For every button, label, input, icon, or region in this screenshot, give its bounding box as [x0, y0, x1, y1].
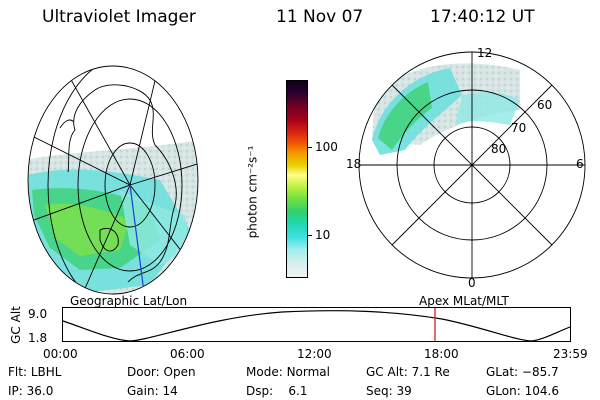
- info-dsp: Dsp: 6.1: [246, 384, 308, 398]
- colorbar-tick-10: [307, 235, 312, 236]
- mlt-label-12: 12: [477, 46, 493, 60]
- info-glon: GLon: 104.6: [486, 384, 559, 398]
- apex-caption: Apex MLat/MLT: [419, 294, 509, 308]
- intensity-colorbar: [286, 80, 308, 278]
- info-seq: Seq: 39: [366, 384, 412, 398]
- info-gain: Gain: 14: [127, 384, 178, 398]
- altitude-plot: [62, 307, 571, 342]
- mlat-label-60: 60: [537, 98, 553, 112]
- mlat-label-70: 70: [511, 121, 527, 135]
- altitude-curve: [62, 310, 571, 342]
- geographic-caption: Geographic Lat/Lon: [70, 294, 188, 308]
- info-gc-alt: GC Alt: 7.1 Re: [366, 365, 450, 379]
- geographic-image: [28, 66, 198, 294]
- observation-time: 17:40:12 UT: [430, 7, 535, 27]
- glat-value: −85.7: [521, 365, 559, 379]
- ip-value: 36.0: [26, 384, 54, 398]
- apex-grid: [358, 51, 586, 279]
- instrument-title: Ultraviolet Imager: [42, 7, 196, 27]
- mlt-label-0: 0: [468, 276, 476, 290]
- glon-value: 104.6: [524, 384, 559, 398]
- time-tick-2359: 23:59: [553, 347, 588, 361]
- seq-value: 39: [396, 384, 412, 398]
- info-glat: GLat: −85.7: [486, 365, 559, 379]
- dsp-value: 6.1: [288, 384, 308, 398]
- altitude-ytick-max: 9.0: [28, 307, 48, 321]
- time-tick-0600: 06:00: [170, 347, 205, 361]
- filter-value: LBHL: [30, 365, 62, 379]
- observation-date: 11 Nov 07: [276, 7, 364, 27]
- mlat-label-80: 80: [491, 142, 507, 156]
- time-tick-1800: 18:00: [424, 347, 459, 361]
- altitude-ytick-min: 1.8: [28, 331, 48, 345]
- info-mode: Mode: Normal: [246, 365, 330, 379]
- time-tick-0000: 00:00: [43, 347, 78, 361]
- gc-alt-value: 7.1 Re: [411, 365, 450, 379]
- time-tick-1200: 12:00: [297, 347, 332, 361]
- colorbar-label-100: 100: [315, 140, 338, 154]
- door-value: Open: [163, 365, 196, 379]
- mode-value: Normal: [286, 365, 330, 379]
- altitude-ylabel: GC Alt: [8, 306, 23, 344]
- mlt-label-6: 6: [576, 157, 584, 171]
- coastline-outline: [59, 84, 177, 283]
- colorbar-label-10: 10: [315, 228, 331, 242]
- colorbar-unit-label: photon cm⁻²s⁻¹: [245, 145, 260, 239]
- info-door: Door: Open: [127, 365, 196, 379]
- colorbar-tick-100: [307, 147, 312, 148]
- mlt-label-18: 18: [346, 157, 362, 171]
- gain-value: 14: [162, 384, 178, 398]
- info-filter: Flt: LBHL: [8, 365, 62, 379]
- info-ip: IP: 36.0: [8, 384, 54, 398]
